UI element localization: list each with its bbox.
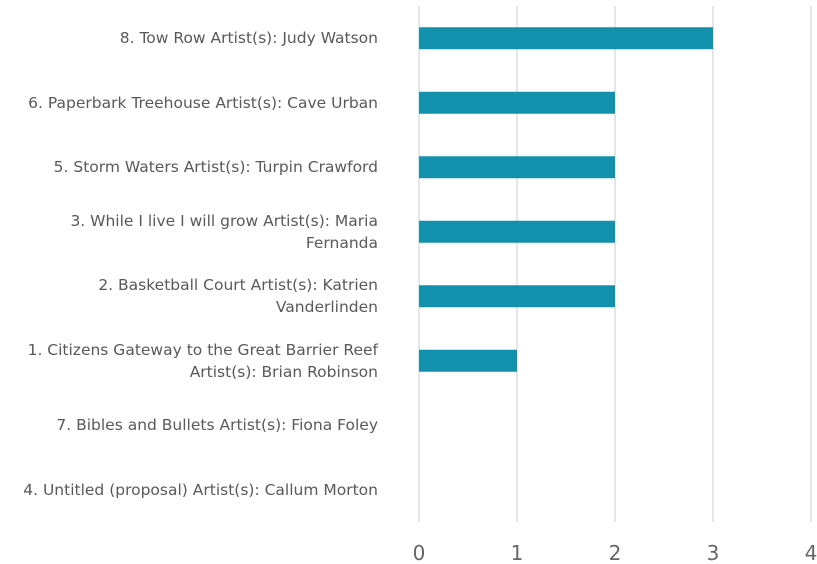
y-tick-label: 4. Untitled (proposal) Artist(s): Callum…	[23, 480, 378, 499]
x-tick-label: 1	[511, 541, 524, 564]
x-tick-label: 2	[609, 541, 622, 564]
y-tick-label: 2. Basketball Court Artist(s): Katrien V…	[98, 276, 378, 317]
x-tick-label: 4	[805, 541, 817, 564]
bar	[419, 27, 713, 50]
y-tick-label: 1. Citizens Gateway to the Great Barrier…	[27, 340, 378, 381]
y-tick-label: 7. Bibles and Bullets Artist(s): Fiona F…	[56, 416, 378, 435]
bar	[419, 91, 615, 114]
y-tick-label: 8. Tow Row Artist(s): Judy Watson	[119, 29, 378, 48]
bar	[419, 285, 615, 308]
y-tick-label: 5. Storm Waters Artist(s): Turpin Crawfo…	[53, 158, 378, 177]
bar	[419, 349, 517, 372]
bar	[419, 156, 615, 179]
y-tick-label: 3. While I live I will grow Artist(s): M…	[70, 211, 378, 252]
y-tick-label: 6. Paperbark Treehouse Artist(s): Cave U…	[28, 93, 378, 112]
bar	[419, 220, 615, 243]
x-tick-label: 0	[413, 541, 426, 564]
x-tick-label: 3	[707, 541, 720, 564]
